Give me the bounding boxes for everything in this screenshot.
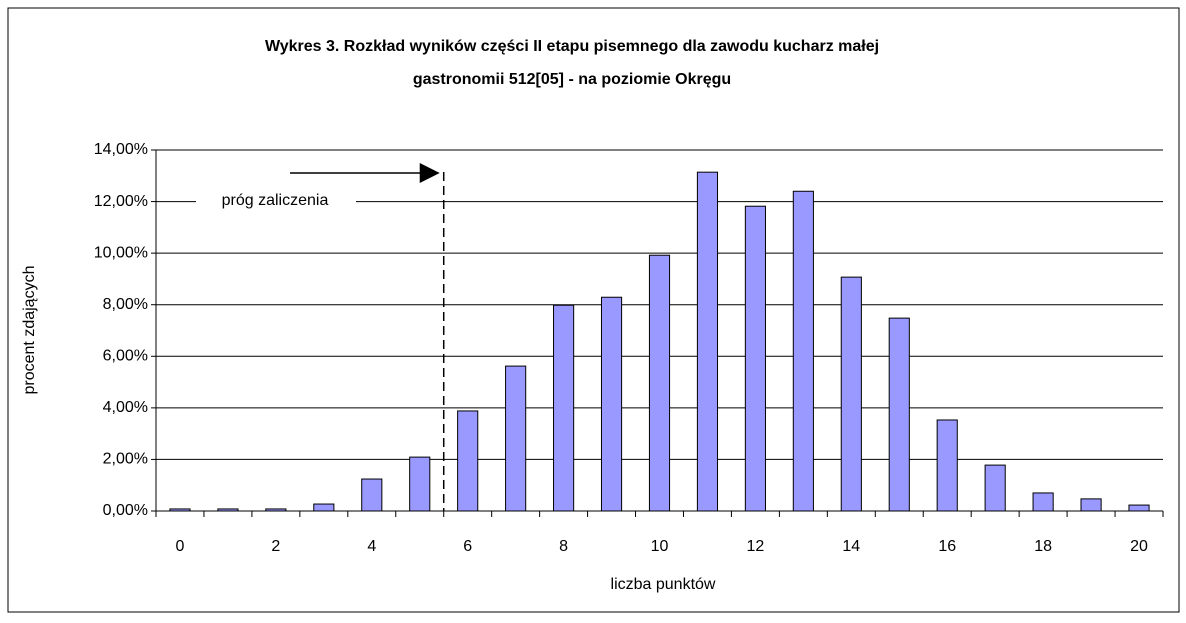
bar	[361, 478, 383, 512]
bar	[1080, 498, 1102, 512]
bar	[744, 205, 766, 512]
x-tick-label: 0	[176, 538, 185, 555]
y-tick-label: 4,00%	[103, 399, 148, 416]
bar	[505, 365, 527, 512]
threshold-arrowhead	[419, 163, 440, 183]
annotation-background	[196, 190, 356, 212]
bar	[648, 254, 671, 512]
bar	[457, 410, 479, 512]
bar	[313, 503, 335, 512]
x-tick-label: 4	[367, 538, 376, 555]
y-axis-label: procent zdających	[21, 266, 38, 395]
x-axis-label: liczba punktów	[611, 576, 716, 593]
y-tick-label: 10,00%	[94, 244, 148, 261]
x-tick-label: 12	[747, 538, 765, 555]
y-tick-label: 8,00%	[103, 296, 148, 313]
chart-title: Wykres 3. Rozkład wyników części II etap…	[265, 38, 879, 55]
x-tick-label: 6	[463, 538, 472, 555]
x-tick-label: 8	[559, 538, 568, 555]
bar	[553, 304, 575, 512]
chart-title: gastronomii 512[05] - na poziomie Okręgu	[413, 71, 731, 88]
bar	[696, 171, 719, 512]
x-tick-label: 10	[651, 538, 669, 555]
bar	[600, 296, 623, 512]
y-tick-label: 14,00%	[94, 141, 148, 158]
bar	[840, 276, 862, 512]
bar	[936, 419, 958, 512]
x-tick-label: 14	[842, 538, 860, 555]
x-tick-label: 2	[271, 538, 280, 555]
x-tick-label: 20	[1130, 538, 1148, 555]
y-tick-label: 12,00%	[94, 193, 148, 210]
y-tick-label: 2,00%	[103, 451, 148, 468]
chart-border	[7, 7, 1180, 613]
bar	[1032, 492, 1054, 512]
bar	[984, 464, 1006, 512]
bar	[792, 190, 814, 512]
y-tick-label: 0,00%	[103, 502, 148, 519]
x-tick-label: 18	[1034, 538, 1052, 555]
bar	[409, 456, 431, 512]
annotation: próg zaliczenia	[222, 192, 329, 209]
y-tick-label: 6,00%	[103, 348, 148, 365]
bar	[888, 317, 910, 512]
x-tick-label: 16	[938, 538, 956, 555]
plot-area: 0,00% 2,00% 4,00% 6,00% 8,00% 10,00% 12,00% 14,…	[94, 141, 1164, 555]
bar	[1128, 504, 1150, 512]
